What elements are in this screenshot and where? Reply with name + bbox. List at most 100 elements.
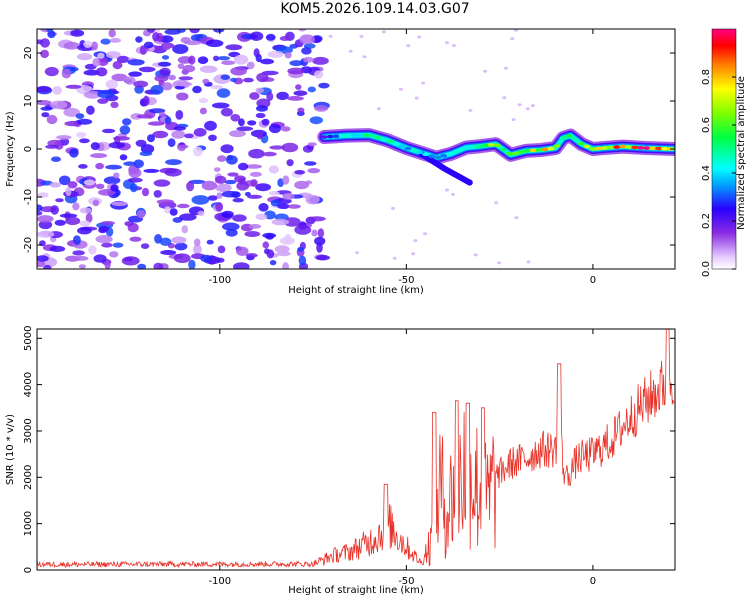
noise-blob	[77, 53, 93, 61]
noise-blob	[83, 69, 100, 76]
noise-blob	[186, 181, 195, 192]
noise-blob	[236, 126, 254, 131]
snr-x-tick-label: 0	[590, 576, 596, 587]
noise-blob	[172, 44, 189, 54]
noise-blob	[110, 184, 119, 192]
noise-blob	[46, 29, 54, 33]
noise-blob	[109, 251, 119, 258]
noise-blob	[381, 30, 386, 34]
snr-marks	[37, 329, 675, 569]
noise-blob	[200, 254, 213, 263]
noise-blob	[245, 253, 258, 258]
noise-blob	[248, 224, 262, 229]
noise-blob	[76, 132, 87, 138]
heatmap-y-axis-label: Frequency (Hz)	[5, 111, 16, 187]
noise-blob	[130, 113, 143, 120]
noise-blob	[161, 55, 170, 60]
signal-core	[476, 144, 483, 149]
colorbar-gradient	[711, 28, 737, 270]
noise-blob	[83, 90, 102, 99]
noise-blob	[146, 29, 156, 33]
noise-blob	[37, 85, 52, 93]
signal-core	[637, 146, 645, 150]
heatmap-x-tick-label: 0	[590, 275, 596, 286]
noise-blob	[133, 159, 144, 168]
snr-x-axis-label: Height of straight line (km)	[288, 585, 424, 596]
noise-blob	[167, 138, 176, 148]
noise-blob	[181, 225, 188, 234]
noise-blob	[294, 224, 312, 235]
noise-blob	[305, 194, 320, 205]
noise-blob	[225, 44, 243, 51]
noise-blob	[111, 73, 128, 82]
colorbar: 0.0 0.2 0.4 0.6 0.8 Normalized spectral ampl…	[701, 28, 747, 277]
noise-blob	[287, 204, 301, 209]
noise-blob	[168, 74, 177, 81]
noise-blob	[238, 118, 245, 127]
noise-blob	[70, 29, 85, 37]
signal-core	[499, 147, 507, 152]
signal-core	[458, 147, 466, 152]
noise-blob	[37, 211, 43, 216]
noise-blob	[88, 245, 97, 255]
signal-ridge-branch	[418, 150, 473, 186]
noise-blob	[314, 236, 326, 246]
noise-blob	[316, 254, 330, 261]
noise-blob	[171, 236, 187, 244]
noise-blob	[297, 246, 304, 252]
noise-blob	[248, 148, 265, 159]
noise-blob	[266, 249, 275, 259]
noise-blob	[189, 29, 200, 34]
noise-blob	[314, 105, 329, 112]
noise-blob	[164, 206, 172, 214]
noise-blob	[294, 180, 309, 190]
noise-blob	[208, 134, 217, 141]
noise-blob	[105, 79, 119, 89]
noise-blob	[171, 130, 186, 139]
noise-blob	[301, 47, 312, 55]
signal-core	[464, 145, 472, 150]
chart-title: KOM5.2026.109.14.03.G07	[280, 1, 470, 17]
noise-blob	[69, 148, 79, 158]
noise-blob	[284, 51, 292, 59]
noise-blob	[216, 192, 223, 199]
noise-blob	[246, 61, 255, 70]
noise-blob	[233, 262, 250, 269]
noise-blob	[473, 253, 478, 257]
signal-core	[392, 141, 400, 146]
noise-blob	[289, 60, 304, 67]
noise-blob	[221, 210, 234, 218]
signal-core	[529, 148, 537, 153]
noise-blob	[530, 104, 535, 108]
noise-blob	[147, 121, 165, 126]
noise-blob	[108, 141, 126, 149]
noise-blob	[143, 95, 150, 106]
noise-blob	[282, 192, 295, 200]
signal-core	[631, 145, 639, 150]
noise-blob	[230, 114, 241, 122]
signal-core	[332, 134, 340, 138]
noise-blob	[269, 145, 285, 150]
noise-blob	[207, 195, 218, 201]
noise-blob	[362, 55, 367, 59]
noise-blob	[307, 86, 316, 93]
noise-blob	[298, 255, 307, 266]
noise-blob	[83, 179, 95, 186]
noise-blob	[391, 206, 395, 210]
noise-blob	[161, 82, 173, 91]
snr-y-tick-label: 5000	[23, 326, 34, 351]
noise-blob	[256, 72, 269, 83]
noise-blob	[188, 259, 196, 269]
signal-core	[470, 145, 477, 149]
noise-blob	[72, 250, 85, 256]
noise-blob	[497, 261, 502, 265]
noise-blob	[414, 96, 419, 100]
noise-blob	[232, 198, 244, 203]
noise-blob	[276, 91, 289, 101]
noise-blob	[90, 142, 100, 151]
noise-blob	[411, 252, 416, 256]
noise-blob	[147, 134, 155, 143]
noise-blob	[253, 48, 260, 58]
noise-blob	[255, 213, 268, 220]
